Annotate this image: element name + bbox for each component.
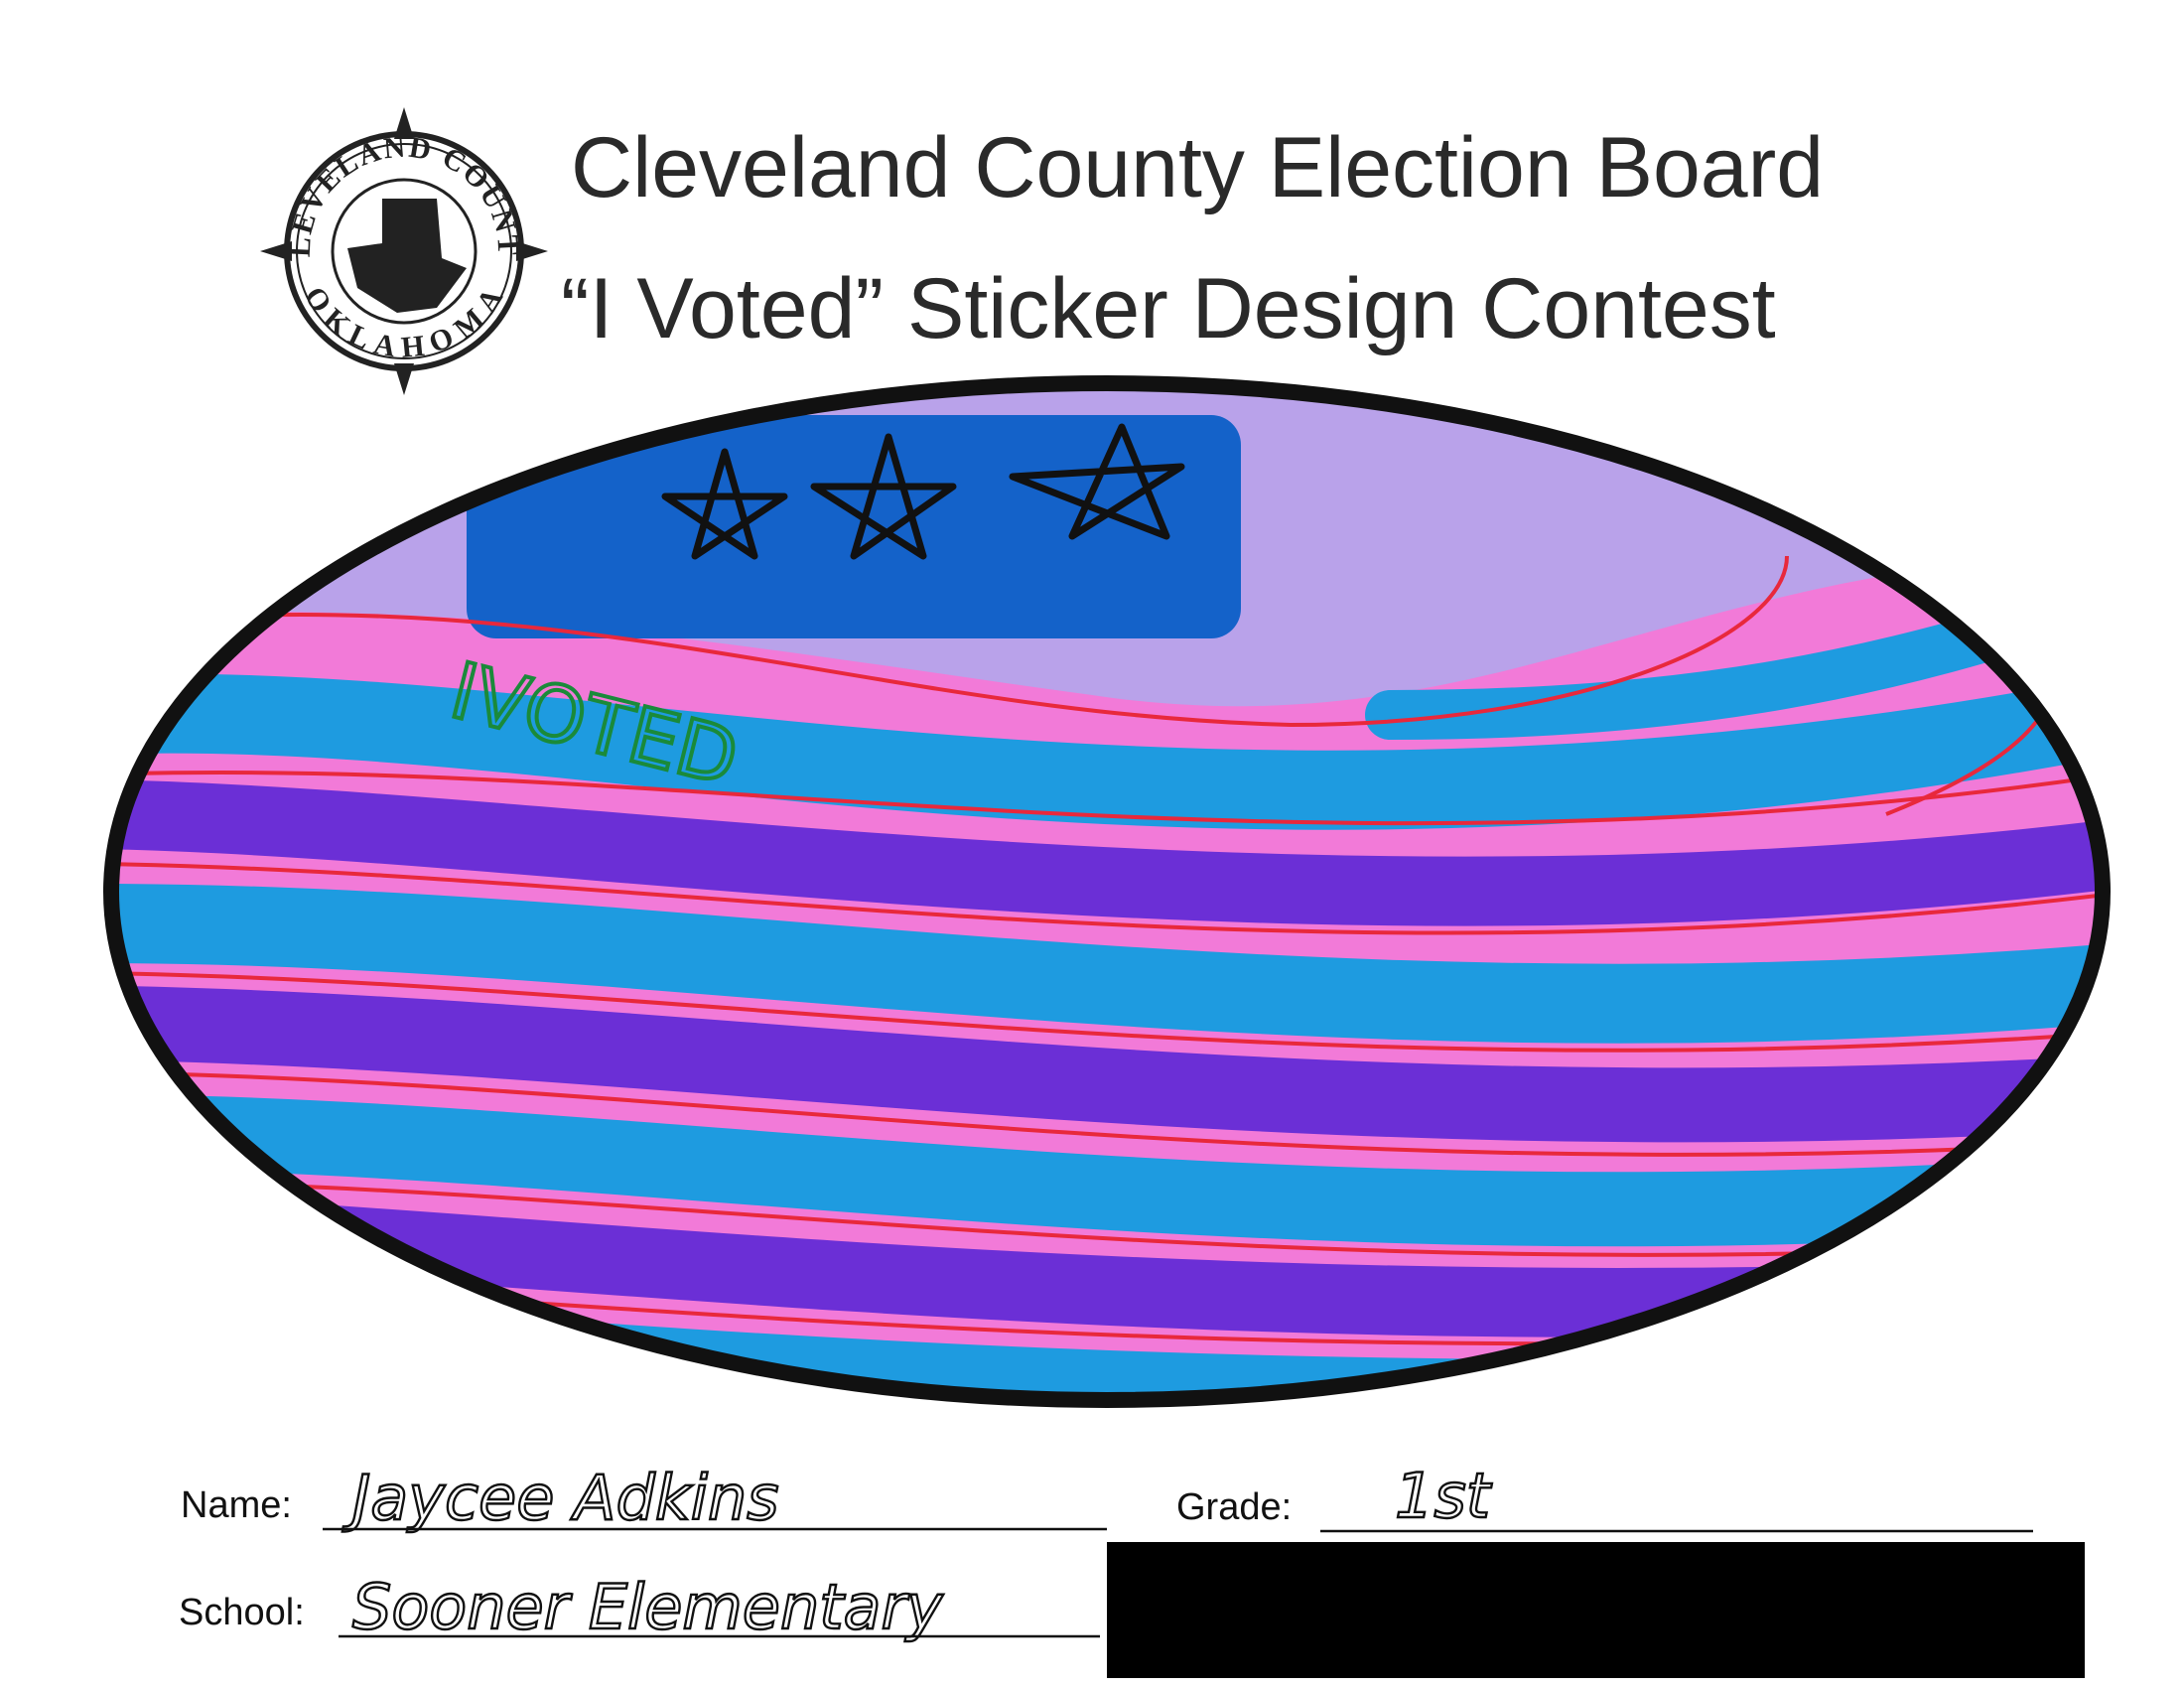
- redaction: [1107, 1542, 2085, 1678]
- grade-value: 1st: [1395, 1460, 1493, 1532]
- name-label: Name:: [181, 1484, 292, 1526]
- school-value: Sooner Elementary: [352, 1571, 944, 1643]
- grade-label: Grade:: [1176, 1486, 1292, 1528]
- school-label: School:: [179, 1592, 305, 1633]
- name-value: Jaycee Adkins: [341, 1462, 779, 1534]
- title: Cleveland County Election Board: [571, 120, 1824, 215]
- subtitle: “I Voted” Sticker Design Contest: [561, 261, 1776, 356]
- sticker-outline: [103, 375, 2111, 1408]
